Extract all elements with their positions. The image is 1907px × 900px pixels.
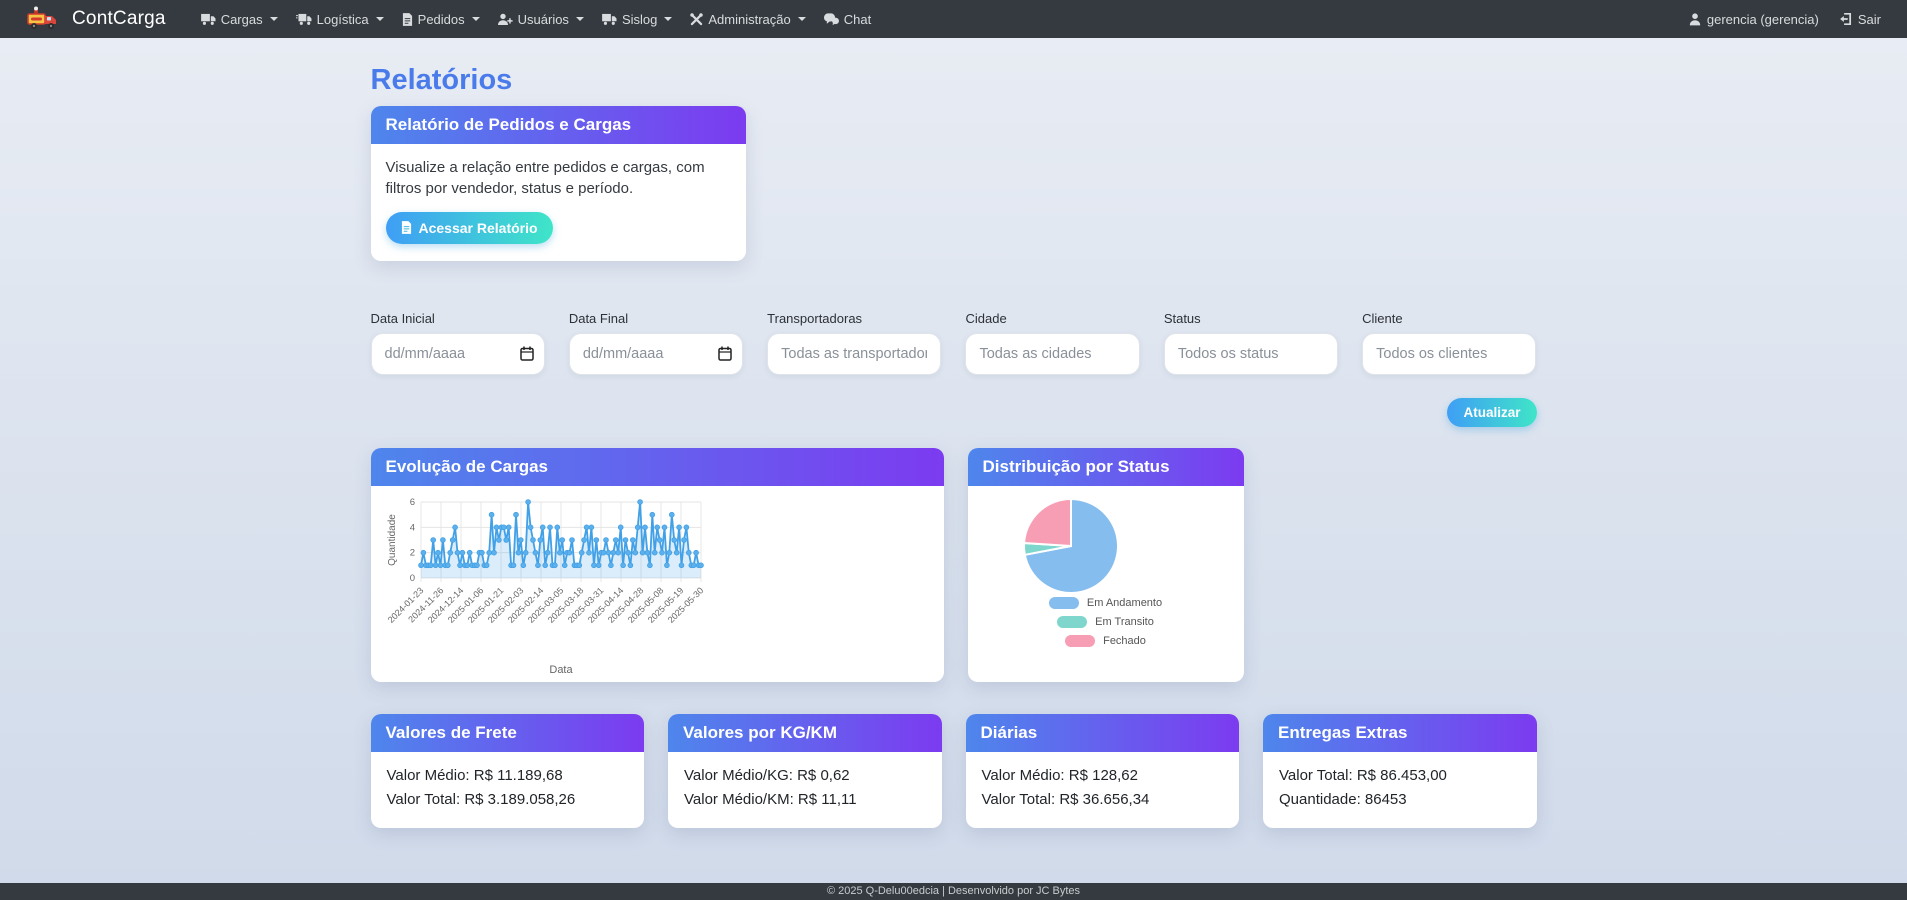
pie-chart-card: Distribuição por Status Em Andamento Em T…: [967, 447, 1244, 682]
main-menu: Cargas Logística Pedidos Usuários: [192, 0, 881, 38]
transportadoras-select[interactable]: [767, 332, 942, 375]
stat-line: Valor Total: R$ 3.189.058,26: [386, 790, 576, 808]
main-content: Relatórios Relatório de Pedidos e Cargas…: [370, 38, 1537, 828]
menu-logistica[interactable]: Logística: [287, 0, 393, 38]
footer: © 2025 Q-Delu00edcia | Desenvolvido por …: [0, 883, 1907, 900]
data-final-input[interactable]: [568, 332, 744, 375]
chevron-down-icon: [375, 17, 384, 21]
person-icon: [1689, 12, 1701, 26]
user-menu: gerencia (gerencia): [1689, 12, 1819, 27]
chevron-down-icon: [575, 17, 584, 21]
page-title: Relatórios: [370, 64, 513, 96]
filter-label-transportadoras: Transportadoras: [767, 310, 863, 326]
pie-chart-canvas: [968, 486, 1244, 594]
menu-pedidos[interactable]: Pedidos: [393, 0, 489, 38]
report-card-description: Visualize a relação entre pedidos e carg…: [385, 159, 705, 198]
navbar-right: gerencia (gerencia) Sair: [1689, 12, 1881, 27]
menu-cargas[interactable]: Cargas: [192, 0, 287, 38]
brand-title: ContCarga: [72, 8, 166, 29]
chevron-down-icon: [797, 17, 806, 21]
data-inicial-input[interactable]: [370, 332, 545, 375]
chevron-down-icon: [664, 17, 673, 21]
truck-icon: [200, 13, 216, 25]
box-arrow-right-icon: [1839, 13, 1852, 25]
svg-text:Data: Data: [549, 664, 573, 676]
stat-card-frete: Valores de Frete Valor Médio: R$ 11.189,…: [370, 713, 644, 828]
stat-line: Valor Médio/KG: R$ 0,62: [684, 766, 850, 784]
menu-chat[interactable]: Chat: [815, 0, 880, 38]
line-chart-title: Evolução de Cargas: [370, 447, 944, 486]
access-report-button[interactable]: Acessar Relatório: [385, 211, 553, 244]
logout-button[interactable]: Sair: [1839, 12, 1881, 27]
filter-label-cidade: Cidade: [965, 310, 1007, 326]
chevron-down-icon: [269, 17, 278, 21]
legend-swatch: [1057, 615, 1088, 628]
filter-label-status: Status: [1163, 310, 1201, 326]
legend-item[interactable]: Em Andamento: [1048, 596, 1163, 609]
charts-row: Evolução de Cargas 0 2 4 6 2024-01-23 2024-11…: [370, 447, 1537, 682]
svg-text:4: 4: [409, 522, 414, 533]
legend-item[interactable]: Fechado: [1065, 634, 1146, 647]
stat-card-diarias: Diárias Valor Médio: R$ 128,62 Valor Tot…: [965, 713, 1239, 828]
tools-icon: [690, 12, 704, 26]
truck-icon: [602, 13, 617, 25]
legend-label: Em Andamento: [1086, 596, 1163, 609]
stat-line: Valor Médio: R$ 11.189,68: [386, 766, 563, 784]
truck-fast-icon: [295, 13, 312, 25]
legend-swatch: [1048, 596, 1079, 609]
stat-line: Quantidade: 86453: [1279, 790, 1407, 808]
stat-line: Valor Total: R$ 36.656,34: [981, 790, 1150, 808]
pie-chart-title: Distribuição por Status: [967, 447, 1244, 486]
stat-card-entregas-extras: Entregas Extras Valor Total: R$ 86.453,0…: [1263, 713, 1537, 828]
menu-usuarios[interactable]: Usuários: [489, 0, 593, 38]
svg-text:Quantidade: Quantidade: [387, 513, 398, 565]
brand[interactable]: ContCarga: [26, 6, 166, 32]
legend-label: Fechado: [1103, 634, 1146, 647]
report-card: Relatório de Pedidos e Cargas Visualize …: [370, 106, 746, 261]
status-select[interactable]: [1163, 332, 1339, 375]
stat-line: Valor Médio/KM: R$ 11,11: [684, 790, 857, 808]
filter-label-data-final: Data Final: [568, 310, 629, 326]
menu-administracao[interactable]: Administração: [681, 0, 814, 38]
stats-row: Valores de Frete Valor Médio: R$ 11.189,…: [370, 713, 1537, 828]
report-card-title: Relatório de Pedidos e Cargas: [370, 106, 746, 144]
legend-item[interactable]: Em Transito: [1057, 615, 1154, 628]
filter-label-cliente: Cliente: [1362, 310, 1403, 326]
stat-line: Valor Total: R$ 86.453,00: [1279, 766, 1447, 784]
top-navbar: ContCarga Cargas Logística Pedidos: [0, 0, 1907, 38]
line-chart-canvas: 0 2 4 6 2024-01-23 2024-11-26 2024-12-14 2025-0…: [371, 486, 944, 678]
chat-icon: [823, 12, 839, 26]
file-icon: [401, 221, 412, 235]
legend-swatch: [1065, 634, 1096, 647]
truck-logo-icon: [26, 6, 60, 32]
svg-text:2: 2: [409, 547, 414, 558]
chevron-down-icon: [471, 17, 480, 21]
update-button[interactable]: Atualizar: [1447, 397, 1537, 427]
cidade-select[interactable]: [965, 332, 1140, 375]
filters-row: Data Inicial Data Final Transportadoras: [370, 310, 1537, 375]
svg-text:0: 0: [409, 573, 414, 584]
filter-label-data-inicial: Data Inicial: [370, 310, 435, 326]
legend-label: Em Transito: [1095, 615, 1154, 628]
stat-card-kg-km: Valores por KG/KM Valor Médio/KG: R$ 0,6…: [668, 713, 942, 828]
file-icon: [402, 12, 413, 26]
stat-line: Valor Médio: R$ 128,62: [981, 766, 1138, 784]
menu-sislog[interactable]: Sislog: [593, 0, 681, 38]
user-label: gerencia (gerencia): [1706, 11, 1819, 27]
user-plus-icon: [497, 13, 513, 26]
line-chart-card: Evolução de Cargas 0 2 4 6 2024-01-23 2024-11…: [370, 447, 944, 682]
cliente-select[interactable]: [1362, 332, 1537, 375]
pie-chart-legend: Em Andamento Em Transito Fechado: [968, 596, 1244, 647]
svg-text:6: 6: [409, 497, 414, 508]
